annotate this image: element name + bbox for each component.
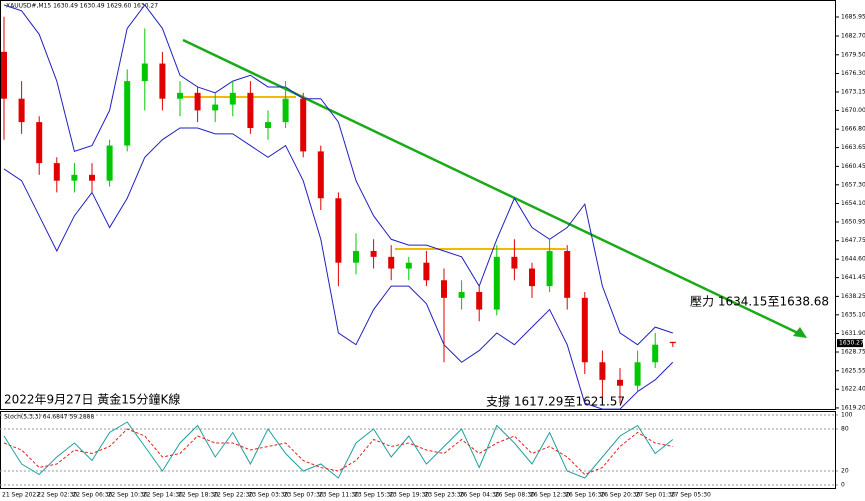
candle-body <box>18 98 25 123</box>
y-tick-label: 100 <box>841 412 853 419</box>
candle-body <box>441 280 447 298</box>
candle-body <box>353 250 359 263</box>
y-tick-label: 1657.30 <box>841 181 865 188</box>
y-tick-label: 1666.80 <box>841 126 865 133</box>
candle-body <box>669 341 676 344</box>
x-tick-label: 26 Sep 20:30 <box>600 492 640 499</box>
y-tick-label: 1619.20 <box>841 404 865 411</box>
x-tick-label: 21 Sep 2022 <box>2 492 40 499</box>
candle-body <box>652 344 659 363</box>
candle-body <box>388 256 395 269</box>
y-tick-label: 80 <box>841 426 849 433</box>
y-tick-label: 1682.70 <box>841 33 865 40</box>
bollinger-band <box>3 4 673 346</box>
y-tick-label: 1635.10 <box>841 311 865 318</box>
candle-body <box>511 256 518 269</box>
y-tick-label: 1654.10 <box>841 200 865 207</box>
candle-body <box>124 81 131 146</box>
price-box <box>837 339 863 348</box>
y-tick-label: 1670.00 <box>841 107 865 114</box>
caption: 2022年9月27日 黃金15分鐘K線 <box>4 392 180 407</box>
y-tick-label: 0 <box>841 482 845 489</box>
candle-body <box>53 163 60 181</box>
x-tick-label: 26 Sep 04:30 <box>460 492 500 499</box>
candle-body <box>317 151 324 199</box>
candle-body <box>458 291 465 298</box>
y-tick-label: 1673.15 <box>841 88 865 95</box>
annotation: 支撐 1617.29至1621.57 <box>486 395 625 409</box>
x-tick-label: 22 Sep 22:30 <box>213 492 253 499</box>
candle-body <box>634 362 641 386</box>
y-tick-label: 20 <box>841 468 849 475</box>
candle-body <box>405 262 412 269</box>
candle-body <box>89 174 95 181</box>
x-tick-label: 22 Sep 10:30 <box>108 492 148 499</box>
y-tick-label: 1679.50 <box>841 51 865 58</box>
trend-arrow <box>793 327 807 338</box>
candle-body <box>159 63 166 99</box>
candle-body <box>265 122 271 128</box>
candle-body <box>247 92 254 128</box>
x-tick-label: 23 Sep 23:30 <box>424 492 464 499</box>
x-tick-label: 23 Sep 19:30 <box>389 492 429 499</box>
candle-body <box>300 98 307 152</box>
candle-body <box>212 104 219 111</box>
candle-body <box>177 92 183 99</box>
price-label: 1630.27 <box>839 340 864 347</box>
y-tick-label: 1625.55 <box>841 367 865 374</box>
candle-body <box>194 92 201 111</box>
candle-body <box>370 250 377 257</box>
stoch-line <box>3 421 674 479</box>
x-tick-label: 23 Sep 15:30 <box>354 492 394 499</box>
candle-body <box>71 174 78 181</box>
y-tick-label: 1650.95 <box>841 218 865 225</box>
candle-body <box>335 198 342 263</box>
candle-body <box>599 362 606 380</box>
x-tick-label: 22 Sep 02:30 <box>37 492 77 499</box>
y-tick-label: 1676.30 <box>841 70 865 77</box>
y-tick-label: 1660.45 <box>841 163 865 170</box>
y-tick-label: 1663.65 <box>841 144 865 151</box>
x-tick-label: 27 Sep 01:30 <box>636 492 676 499</box>
stoch-title: Stoch(5,3,3) 64.6847 59.2888 <box>4 414 95 421</box>
x-tick-label: 23 Sep 11:30 <box>319 492 359 499</box>
x-tick-label: 22 Sep 06:30 <box>72 492 112 499</box>
y-tick-label: 1641.45 <box>841 274 865 281</box>
y-tick-label: 1644.60 <box>841 256 865 263</box>
candle-body <box>493 256 500 310</box>
candle-body <box>36 122 43 164</box>
y-tick-label: 1647.75 <box>841 237 865 244</box>
stoch-line <box>3 428 673 476</box>
x-tick-label: 22 Sep 14:30 <box>143 492 183 499</box>
candle-body <box>617 379 623 386</box>
candle-body <box>141 63 148 82</box>
chart-title: XAUUSD#,M15 1630.49 1630.49 1629.60 1630… <box>6 3 158 10</box>
y-tick-label: 1628.75 <box>841 349 865 356</box>
bollinger-band <box>3 127 674 410</box>
candle-body <box>106 145 113 181</box>
y-tick-label: 1685.95 <box>841 13 865 20</box>
y-tick-label: 1631.90 <box>841 330 865 337</box>
candle-body <box>581 297 588 363</box>
candle-body <box>546 250 553 287</box>
candle-body <box>423 262 430 281</box>
x-tick-label: 26 Sep 16:30 <box>565 492 605 499</box>
x-tick-label: 27 Sep 05:30 <box>671 492 711 499</box>
x-tick-label: 26 Sep 08:30 <box>495 492 535 499</box>
annotation: 壓力 1634.15至1638.68 <box>690 295 829 309</box>
main-panel <box>0 0 836 410</box>
x-tick-label: 23 Sep 07:30 <box>284 492 324 499</box>
candle-body <box>282 98 289 123</box>
y-tick-label: 1638.25 <box>841 293 865 300</box>
y-tick-label: 1622.40 <box>841 386 865 393</box>
x-tick-label: 22 Sep 18:30 <box>178 492 218 499</box>
candle-body <box>476 291 483 310</box>
candle-body <box>529 268 535 287</box>
candle-body <box>564 250 571 298</box>
x-tick-label: 26 Sep 12:30 <box>530 492 570 499</box>
x-tick-label: 23 Sep 03:30 <box>248 492 288 499</box>
candle-body <box>229 92 236 105</box>
candle-body <box>1 51 7 99</box>
